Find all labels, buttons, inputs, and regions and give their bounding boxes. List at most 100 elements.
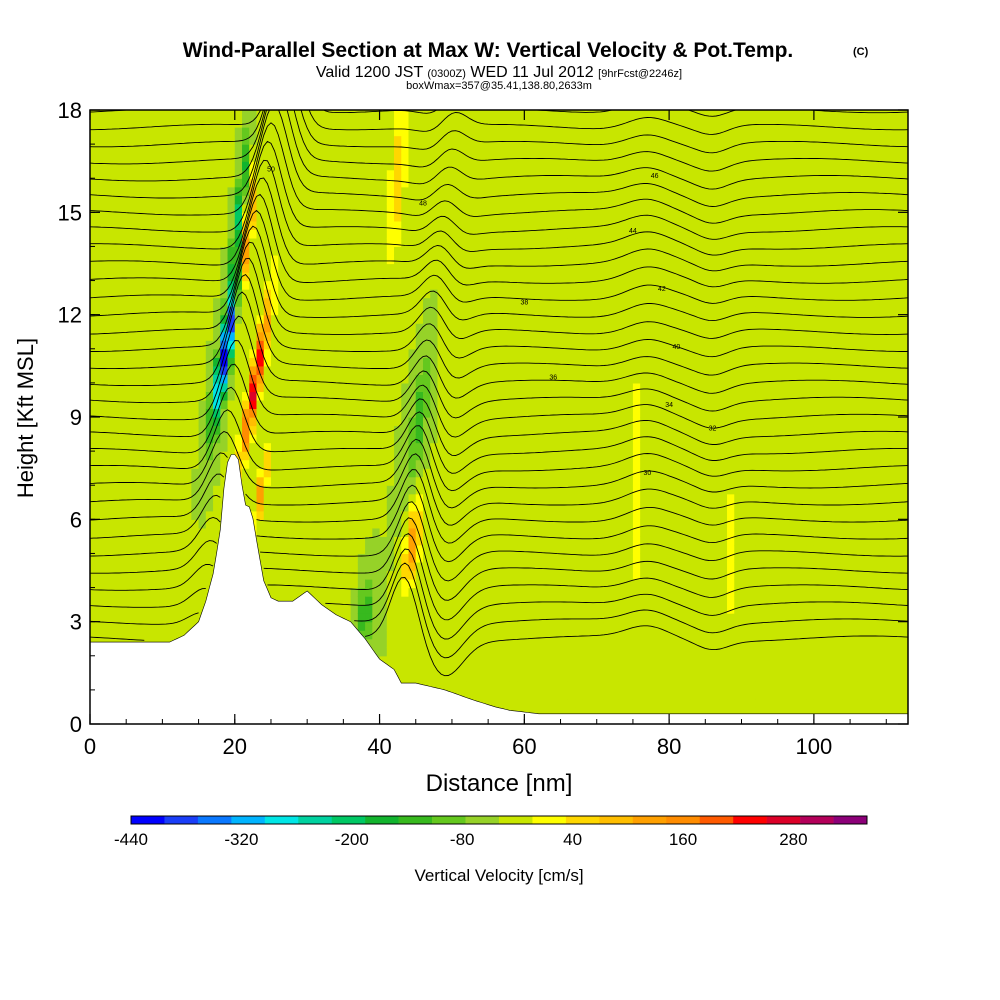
w-cell bbox=[321, 152, 330, 162]
w-cell bbox=[473, 314, 482, 324]
w-cell bbox=[430, 152, 439, 162]
w-cell bbox=[473, 638, 482, 648]
w-cell bbox=[430, 579, 439, 589]
w-cell bbox=[126, 502, 135, 512]
w-cell bbox=[480, 417, 489, 427]
w-cell bbox=[184, 365, 192, 375]
w-cell bbox=[220, 161, 229, 171]
w-cell bbox=[386, 365, 395, 375]
w-cell bbox=[198, 246, 207, 256]
w-cell bbox=[589, 596, 598, 606]
w-cell bbox=[394, 331, 402, 341]
w-cell bbox=[111, 152, 120, 162]
w-cell bbox=[126, 314, 135, 324]
w-cell bbox=[495, 630, 504, 640]
w-cell bbox=[314, 553, 323, 563]
w-cell bbox=[582, 434, 591, 444]
w-cell bbox=[97, 246, 106, 256]
w-cell bbox=[589, 544, 598, 555]
w-cell bbox=[336, 306, 344, 316]
w-cell bbox=[299, 425, 308, 435]
w-cell bbox=[473, 127, 482, 137]
w-cell bbox=[350, 357, 359, 367]
w-cell bbox=[263, 544, 272, 555]
w-cell bbox=[437, 579, 446, 589]
w-cell bbox=[502, 604, 511, 614]
w-cell bbox=[357, 579, 366, 589]
w-cell bbox=[517, 519, 525, 529]
w-cell bbox=[133, 587, 142, 597]
w-cell bbox=[292, 272, 301, 282]
w-cell bbox=[509, 408, 518, 418]
w-cell bbox=[205, 254, 214, 265]
w-cell bbox=[531, 664, 540, 674]
w-cell bbox=[567, 229, 576, 239]
w-cell bbox=[321, 399, 330, 410]
w-cell bbox=[495, 698, 504, 708]
w-cell bbox=[263, 323, 272, 333]
w-cell bbox=[386, 212, 395, 222]
w-cell bbox=[567, 297, 576, 307]
w-cell bbox=[538, 596, 547, 606]
w-cell bbox=[97, 621, 106, 631]
w-cell bbox=[343, 314, 352, 324]
w-cell bbox=[422, 323, 431, 333]
w-cell bbox=[546, 689, 554, 700]
w-cell bbox=[155, 587, 163, 597]
w-cell bbox=[299, 229, 308, 239]
w-cell bbox=[437, 425, 446, 435]
w-cell bbox=[386, 519, 395, 529]
w-cell bbox=[401, 382, 410, 393]
w-cell bbox=[466, 459, 475, 469]
w-cell bbox=[531, 161, 540, 171]
w-cell bbox=[546, 706, 554, 717]
w-cell bbox=[263, 203, 272, 213]
w-cell bbox=[451, 408, 460, 418]
w-cell bbox=[198, 485, 207, 495]
w-cell bbox=[517, 127, 525, 137]
w-cell bbox=[415, 502, 424, 512]
w-cell bbox=[459, 195, 468, 205]
w-cell bbox=[176, 220, 185, 230]
w-cell bbox=[488, 510, 496, 520]
w-cell bbox=[169, 246, 178, 256]
w-cell bbox=[357, 408, 366, 418]
w-cell bbox=[336, 169, 344, 179]
w-cell bbox=[575, 391, 583, 401]
w-cell bbox=[488, 638, 496, 648]
w-cell bbox=[336, 502, 344, 512]
w-cell bbox=[415, 485, 424, 495]
w-cell bbox=[451, 246, 460, 256]
w-cell bbox=[357, 561, 366, 572]
w-cell bbox=[372, 169, 381, 179]
w-cell bbox=[502, 553, 511, 563]
w-cell bbox=[191, 229, 200, 239]
w-cell bbox=[140, 544, 149, 555]
w-cell bbox=[97, 229, 106, 239]
w-cell bbox=[582, 237, 591, 248]
w-cell bbox=[147, 630, 156, 640]
w-cell bbox=[343, 331, 352, 341]
w-cell bbox=[546, 638, 554, 648]
w-cell bbox=[140, 186, 149, 196]
w-cell bbox=[394, 604, 402, 614]
w-cell bbox=[97, 186, 106, 196]
w-cell bbox=[126, 289, 135, 299]
w-cell bbox=[480, 331, 489, 341]
w-cell bbox=[140, 417, 149, 427]
w-cell bbox=[321, 246, 330, 256]
w-cell bbox=[292, 237, 301, 248]
w-cell bbox=[495, 425, 504, 435]
w-cell bbox=[517, 382, 525, 393]
w-cell bbox=[473, 468, 482, 478]
w-cell bbox=[394, 365, 402, 375]
w-cell bbox=[299, 399, 308, 410]
w-cell bbox=[191, 417, 200, 427]
w-cell bbox=[459, 280, 468, 290]
w-cell bbox=[379, 451, 388, 461]
w-cell bbox=[111, 220, 120, 230]
w-cell bbox=[162, 510, 171, 520]
w-cell bbox=[104, 237, 113, 248]
w-cell bbox=[365, 135, 373, 145]
w-cell bbox=[546, 314, 554, 324]
